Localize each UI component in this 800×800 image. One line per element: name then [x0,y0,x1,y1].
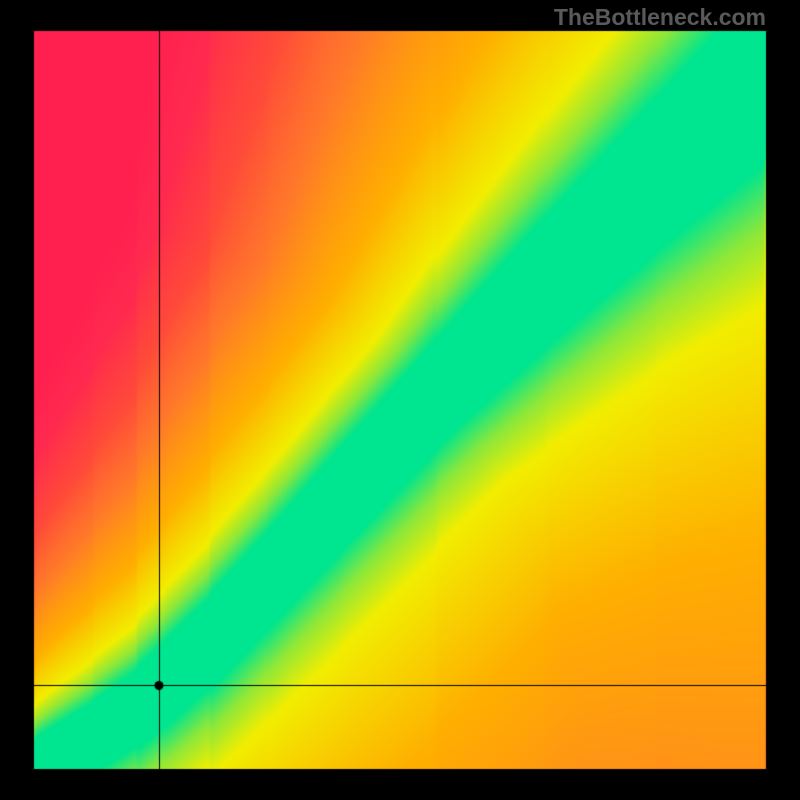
figure-container: TheBottleneck.com [0,0,800,800]
bottleneck-heatmap-canvas [0,0,800,800]
watermark-text: TheBottleneck.com [554,4,766,31]
